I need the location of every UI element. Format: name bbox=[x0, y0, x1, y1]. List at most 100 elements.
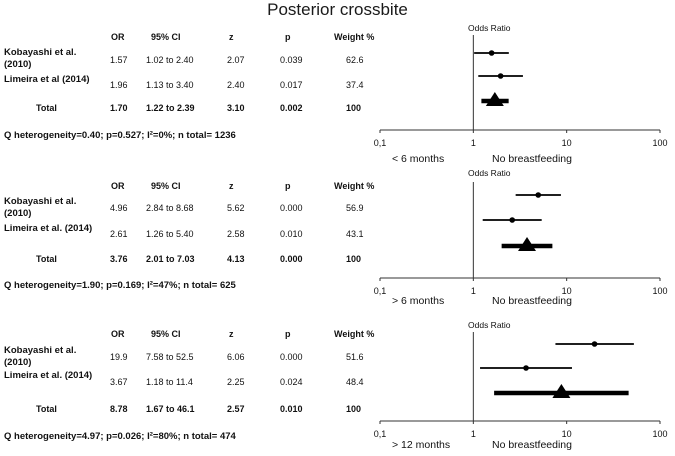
right-favour-label: No breastfeeding bbox=[492, 295, 572, 307]
study-p: 0.000 bbox=[280, 203, 303, 213]
plot-title: Odds Ratio bbox=[468, 23, 511, 33]
study-name: Limeira et al (2014) bbox=[4, 74, 90, 85]
col-header-z: z bbox=[229, 181, 234, 191]
study-name: Kobayashi et al. (2010) bbox=[4, 345, 77, 368]
col-header-weight: Weight % bbox=[334, 32, 375, 42]
x-tick-label: 10 bbox=[562, 429, 572, 439]
study-weight: 37.4 bbox=[346, 80, 364, 90]
x-tick-label: 1 bbox=[471, 286, 476, 296]
study-weight: 51.6 bbox=[346, 352, 364, 362]
x-tick-label: 100 bbox=[652, 286, 667, 296]
study-p: 0.017 bbox=[280, 80, 303, 90]
study-name: Kobayashi et al. (2010) bbox=[4, 47, 77, 70]
total-weight: 100 bbox=[346, 404, 362, 414]
total-ci: 1.67 to 46.1 bbox=[146, 404, 195, 414]
study-or: 19.9 bbox=[110, 352, 128, 362]
total-p: 0.000 bbox=[280, 254, 303, 264]
study-z: 2.25 bbox=[227, 377, 245, 387]
x-tick-label: 10 bbox=[562, 138, 572, 148]
col-header-p: p bbox=[285, 329, 291, 339]
study-z: 6.06 bbox=[227, 352, 245, 362]
study-z: 5.62 bbox=[227, 203, 245, 213]
study-point bbox=[497, 73, 504, 79]
col-header-weight: Weight % bbox=[334, 329, 375, 339]
col-header-or: OR bbox=[111, 181, 125, 191]
col-header-ci: 95% CI bbox=[151, 329, 181, 339]
total-ci: 2.01 to 7.03 bbox=[146, 254, 195, 264]
total-weight: 100 bbox=[346, 254, 362, 264]
total-estimate-triangle bbox=[518, 237, 537, 251]
col-header-or: OR bbox=[111, 329, 125, 339]
study-weight: 48.4 bbox=[346, 377, 364, 387]
study-name: Limeira et al. (2014) bbox=[4, 370, 93, 381]
left-favour-label: < 6 months bbox=[392, 153, 444, 165]
total-weight: 100 bbox=[346, 103, 362, 113]
total-p: 0.002 bbox=[280, 103, 303, 113]
x-tick-label: 1 bbox=[471, 138, 476, 148]
x-tick-label: 10 bbox=[562, 286, 572, 296]
study-ci: 7.58 to 52.5 bbox=[146, 352, 194, 362]
total-ci: 1.22 to 2.39 bbox=[146, 103, 195, 113]
study-name: Kobayashi et al. (2010) bbox=[4, 196, 77, 219]
total-estimate-triangle bbox=[485, 92, 504, 106]
x-tick-label: 100 bbox=[652, 138, 667, 148]
study-weight: 56.9 bbox=[346, 203, 364, 213]
study-or: 3.67 bbox=[110, 377, 128, 387]
total-or: 1.70 bbox=[110, 103, 128, 113]
col-header-p: p bbox=[285, 32, 291, 42]
study-point bbox=[509, 217, 516, 223]
col-header-z: z bbox=[229, 329, 234, 339]
total-estimate-triangle bbox=[552, 384, 571, 398]
study-point bbox=[488, 50, 495, 56]
col-header-weight: Weight % bbox=[334, 181, 375, 191]
study-z: 2.07 bbox=[227, 55, 245, 65]
study-or: 1.96 bbox=[110, 80, 128, 90]
study-p: 0.010 bbox=[280, 229, 303, 239]
total-label: Total bbox=[36, 404, 57, 414]
total-z: 2.57 bbox=[227, 404, 245, 414]
study-z: 2.58 bbox=[227, 229, 245, 239]
left-favour-label: > 6 months bbox=[392, 295, 444, 307]
total-label: Total bbox=[36, 103, 57, 113]
total-or: 3.76 bbox=[110, 254, 128, 264]
total-p: 0.010 bbox=[280, 404, 303, 414]
x-tick-label: 0,1 bbox=[374, 286, 387, 296]
total-z: 4.13 bbox=[227, 254, 245, 264]
study-ci: 1.13 to 3.40 bbox=[146, 80, 194, 90]
x-tick-label: 0,1 bbox=[374, 138, 387, 148]
study-p: 0.024 bbox=[280, 377, 303, 387]
x-tick-label: 0,1 bbox=[374, 429, 387, 439]
plot-title: Odds Ratio bbox=[468, 168, 511, 178]
plot-title: Odds Ratio bbox=[468, 320, 511, 330]
x-tick-label: 1 bbox=[471, 429, 476, 439]
x-tick-label: 100 bbox=[652, 429, 667, 439]
total-label: Total bbox=[36, 254, 57, 264]
heterogeneity-stats: Q heterogeneity=0.40; p=0.527; I²=0%; n … bbox=[4, 130, 236, 141]
study-ci: 1.18 to 11.4 bbox=[146, 377, 193, 387]
study-p: 0.000 bbox=[280, 352, 303, 362]
study-name: Limeira et al. (2014) bbox=[4, 223, 93, 234]
col-header-p: p bbox=[285, 181, 291, 191]
study-or: 1.57 bbox=[110, 55, 128, 65]
right-favour-label: No breastfeeding bbox=[492, 439, 572, 451]
total-z: 3.10 bbox=[227, 103, 245, 113]
study-point bbox=[535, 192, 542, 198]
study-or: 4.96 bbox=[110, 203, 128, 213]
right-favour-label: No breastfeeding bbox=[492, 153, 572, 165]
chart-title: Posterior crossbite bbox=[267, 0, 408, 19]
study-p: 0.039 bbox=[280, 55, 303, 65]
study-or: 2.61 bbox=[110, 229, 128, 239]
study-point bbox=[523, 365, 529, 371]
left-favour-label: > 12 months bbox=[392, 439, 450, 451]
study-weight: 62.6 bbox=[346, 55, 364, 65]
heterogeneity-stats: Q heterogeneity=4.97; p=0.026; I²=80%; n… bbox=[4, 431, 236, 442]
study-weight: 43.1 bbox=[346, 229, 364, 239]
col-header-or: OR bbox=[111, 32, 125, 42]
col-header-ci: 95% CI bbox=[151, 32, 181, 42]
study-ci: 1.26 to 5.40 bbox=[146, 229, 194, 239]
study-z: 2.40 bbox=[227, 80, 245, 90]
heterogeneity-stats: Q heterogeneity=1.90; p=0.169; I²=47%; n… bbox=[4, 280, 236, 291]
study-ci: 2.84 to 8.68 bbox=[146, 203, 194, 213]
study-point bbox=[591, 341, 598, 347]
